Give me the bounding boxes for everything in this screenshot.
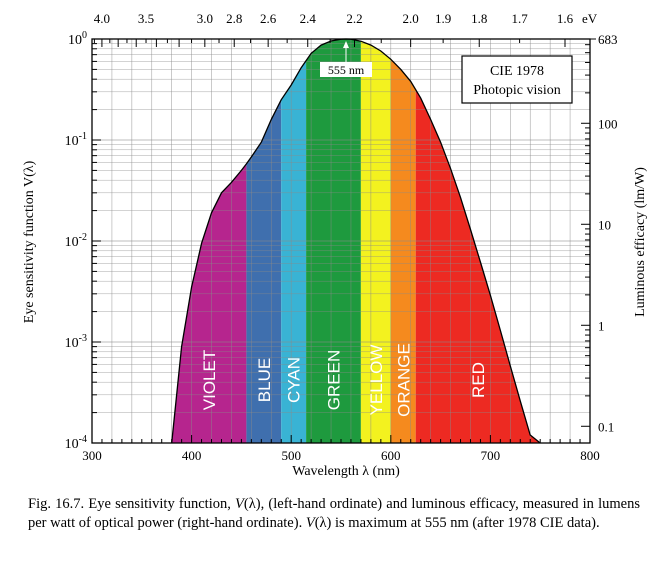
y-tick-label-right: 683 [598, 32, 618, 47]
top-tick-label: 3.0 [197, 11, 213, 26]
peak-annotation: 555 nm [320, 41, 372, 77]
band-cyan [281, 60, 307, 443]
band-yellow [360, 41, 391, 443]
top-tick-label: 2.4 [300, 11, 317, 26]
caption-v-symbol: V [235, 496, 244, 512]
y-tick-label-left: 10-3 [65, 333, 87, 351]
band-orange [390, 59, 416, 444]
y-axis-label-right: Luminous efficacy (lm/W) [633, 167, 648, 317]
band-label-blue: BLUE [255, 358, 274, 402]
top-tick-label: 1.8 [471, 11, 487, 26]
caption-text-2: , (left-hand ordinate) and luminous effi… [28, 496, 641, 531]
caption-text-3: is maximum at 555 nm (after 1978 CIE dat… [331, 515, 600, 531]
band-label-violet: VIOLET [200, 350, 219, 410]
x-tick-label: 600 [381, 448, 401, 463]
y-tick-label-left: 10-2 [65, 232, 87, 250]
band-labels: VIOLET BLUE CYAN GREEN YELLOW ORANGE RED [200, 343, 488, 417]
y-tick-label-left: 100 [68, 30, 87, 48]
caption-text-1: Eye sensitivity function, [84, 496, 236, 512]
caption-lambda-2: (λ) [314, 515, 332, 531]
grid-lines [92, 39, 590, 443]
top-tick-label: 1.9 [435, 11, 451, 26]
eye-sensitivity-chart: 300 400 500 600 700 800 4.0 3.5 3.0 2.8 2.6 2.4 2.2 2… [22, 11, 648, 479]
chart-title: CIE 1978 [490, 64, 544, 79]
top-tick-label: 2.6 [260, 11, 277, 26]
axis-ticks [91, 38, 596, 444]
x-tick-label: 400 [182, 448, 202, 463]
x-tick-label: 500 [281, 448, 301, 463]
x-axis-label: Wavelength λ (nm) [292, 464, 400, 479]
tick-labels: 300 400 500 600 700 800 4.0 3.5 3.0 2.8 2.6 2.4 2.2 2… [65, 11, 618, 463]
legend-frame [461, 55, 573, 104]
band-red [415, 89, 541, 444]
peak-label: 555 nm [328, 63, 365, 77]
top-axis-unit: eV [582, 11, 598, 26]
top-tick-label: 2.0 [403, 11, 419, 26]
x-tick-label: 700 [481, 448, 501, 463]
y-tick-label-right: 0.1 [598, 419, 614, 434]
top-tick-label: 2.8 [226, 11, 242, 26]
band-label-green: GREEN [325, 350, 344, 410]
top-tick-label: 1.7 [511, 11, 528, 26]
y-tick-label-left: 10-4 [65, 434, 87, 452]
top-tick-label: 1.6 [557, 11, 574, 26]
y-tick-label-left: 10-1 [65, 131, 87, 149]
x-tick-label: 800 [580, 448, 600, 463]
caption-lambda: (λ) [243, 496, 261, 512]
legend-box: CIE 1978 Photopic vision [461, 55, 573, 104]
top-tick-label: 4.0 [94, 11, 110, 26]
figure-caption: Fig. 16.7. Eye sensitivity function, V(λ… [28, 495, 640, 533]
band-label-orange: ORANGE [394, 343, 413, 417]
y-axis-label-left: Eye sensitivity function V(λ) [22, 160, 37, 323]
top-tick-label: 3.5 [138, 11, 154, 26]
y-tick-label-right: 1 [598, 318, 605, 333]
y-tick-label-right: 100 [598, 116, 618, 131]
caption-v-symbol-2: V [305, 515, 315, 531]
chart-subtitle: Photopic vision [473, 83, 561, 98]
peak-arrow-head [343, 41, 349, 48]
top-tick-label: 2.2 [346, 11, 362, 26]
band-violet [171, 163, 247, 443]
x-tick-label: 300 [82, 448, 102, 463]
y-tick-label-right: 10 [598, 217, 611, 232]
peak-label-bg [320, 62, 372, 77]
band-label-red: RED [469, 362, 488, 398]
band-label-cyan: CYAN [285, 357, 304, 403]
caption-figure-label: Fig. 16.7. [28, 496, 85, 512]
band-label-yellow: YELLOW [367, 345, 386, 416]
